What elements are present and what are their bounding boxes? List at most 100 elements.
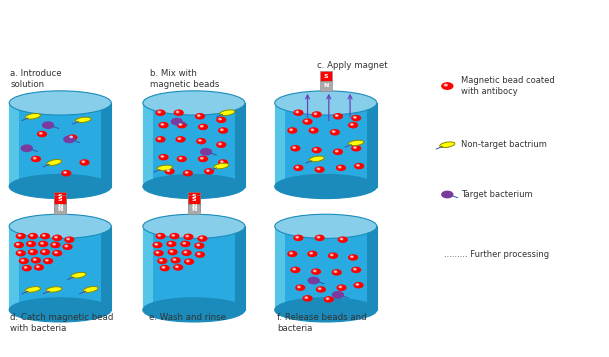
Circle shape xyxy=(18,235,21,236)
Circle shape xyxy=(174,265,183,270)
Circle shape xyxy=(296,285,304,290)
Circle shape xyxy=(349,255,357,260)
Circle shape xyxy=(339,286,342,288)
Circle shape xyxy=(55,252,57,253)
Ellipse shape xyxy=(9,91,111,115)
FancyBboxPatch shape xyxy=(101,226,111,310)
Text: N: N xyxy=(191,207,197,212)
FancyBboxPatch shape xyxy=(188,205,200,214)
Circle shape xyxy=(177,156,186,161)
Circle shape xyxy=(179,124,181,125)
FancyBboxPatch shape xyxy=(54,202,66,211)
Circle shape xyxy=(51,242,60,247)
Circle shape xyxy=(29,233,37,239)
FancyBboxPatch shape xyxy=(275,226,285,310)
Circle shape xyxy=(310,252,312,254)
Circle shape xyxy=(352,146,361,151)
Ellipse shape xyxy=(83,286,98,292)
Circle shape xyxy=(160,260,163,261)
Circle shape xyxy=(311,129,314,131)
FancyBboxPatch shape xyxy=(54,205,66,214)
Circle shape xyxy=(158,258,167,263)
Circle shape xyxy=(53,235,62,241)
Circle shape xyxy=(294,235,303,241)
Circle shape xyxy=(349,122,357,128)
Circle shape xyxy=(199,124,208,130)
Circle shape xyxy=(176,111,178,113)
Circle shape xyxy=(158,111,161,113)
Text: N: N xyxy=(191,204,197,209)
Circle shape xyxy=(333,131,335,132)
Circle shape xyxy=(27,241,35,246)
FancyBboxPatch shape xyxy=(54,192,66,202)
Circle shape xyxy=(46,260,48,261)
Circle shape xyxy=(176,137,185,142)
Circle shape xyxy=(21,145,32,151)
Circle shape xyxy=(319,288,321,290)
Circle shape xyxy=(35,265,43,270)
FancyBboxPatch shape xyxy=(320,81,332,91)
FancyBboxPatch shape xyxy=(188,192,200,202)
Circle shape xyxy=(55,236,57,238)
Circle shape xyxy=(156,110,165,115)
Circle shape xyxy=(334,271,337,272)
Circle shape xyxy=(171,119,182,125)
Circle shape xyxy=(314,113,317,115)
Circle shape xyxy=(219,119,221,120)
Circle shape xyxy=(331,254,333,256)
Circle shape xyxy=(32,258,40,263)
Circle shape xyxy=(326,298,329,300)
Circle shape xyxy=(67,238,69,240)
Circle shape xyxy=(337,285,346,290)
FancyBboxPatch shape xyxy=(367,103,377,186)
Circle shape xyxy=(298,286,300,288)
FancyBboxPatch shape xyxy=(188,202,200,211)
Circle shape xyxy=(290,129,292,131)
Circle shape xyxy=(290,252,292,254)
Circle shape xyxy=(33,259,36,260)
Circle shape xyxy=(32,156,40,161)
Text: Non-target bactrium: Non-target bactrium xyxy=(460,140,546,149)
Circle shape xyxy=(16,243,19,245)
Ellipse shape xyxy=(275,298,377,322)
Circle shape xyxy=(65,245,68,247)
Text: N: N xyxy=(58,204,63,209)
Circle shape xyxy=(159,155,168,160)
Circle shape xyxy=(184,251,186,253)
Text: b. Mix with
magnetic beads: b. Mix with magnetic beads xyxy=(150,69,219,89)
Ellipse shape xyxy=(348,140,364,146)
Circle shape xyxy=(444,84,447,86)
Circle shape xyxy=(317,236,320,238)
Circle shape xyxy=(185,259,194,264)
Circle shape xyxy=(200,149,211,155)
FancyBboxPatch shape xyxy=(275,103,285,186)
Circle shape xyxy=(19,258,28,263)
Circle shape xyxy=(38,131,46,137)
Circle shape xyxy=(160,266,169,271)
Circle shape xyxy=(167,241,176,246)
FancyBboxPatch shape xyxy=(234,103,245,186)
Circle shape xyxy=(308,277,319,284)
Circle shape xyxy=(156,137,165,142)
Circle shape xyxy=(308,251,317,256)
Circle shape xyxy=(33,157,36,159)
Circle shape xyxy=(195,114,205,119)
Circle shape xyxy=(41,242,43,244)
Circle shape xyxy=(15,242,23,247)
Circle shape xyxy=(64,172,66,173)
Circle shape xyxy=(339,166,341,168)
Circle shape xyxy=(157,252,159,253)
Circle shape xyxy=(305,297,308,298)
FancyBboxPatch shape xyxy=(367,226,377,310)
Circle shape xyxy=(156,233,165,239)
Circle shape xyxy=(186,235,188,237)
Circle shape xyxy=(288,128,297,133)
Circle shape xyxy=(340,238,343,240)
Ellipse shape xyxy=(143,214,245,238)
Circle shape xyxy=(296,236,298,238)
Circle shape xyxy=(325,297,333,302)
Ellipse shape xyxy=(309,156,324,162)
Circle shape xyxy=(64,136,75,142)
Text: d. Catch magnetic bead
with bacteria: d. Catch magnetic bead with bacteria xyxy=(10,313,114,333)
Circle shape xyxy=(220,161,223,162)
